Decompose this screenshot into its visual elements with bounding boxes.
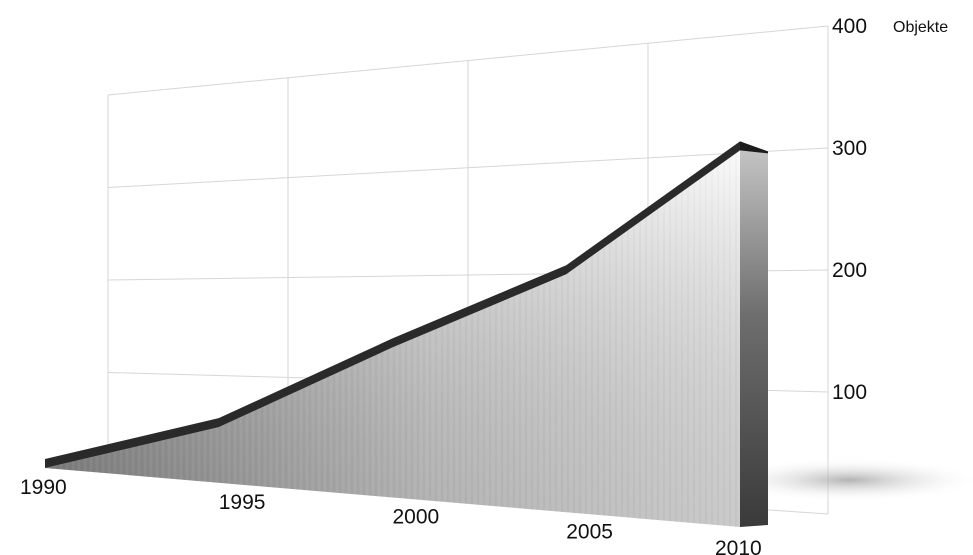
x-tick-label: 1995	[219, 491, 266, 514]
y-tick-label: 200	[832, 259, 867, 282]
area-corner-cap	[740, 141, 768, 154]
floor-shadow	[715, 458, 973, 502]
y-axis-title: Objekte	[893, 19, 948, 36]
grid	[107, 25, 829, 515]
area-side-face	[740, 141, 768, 528]
area-shade	[45, 150, 740, 528]
area-layer	[45, 141, 768, 528]
y-tick-label: 100	[832, 381, 867, 404]
x-tick-label: 2000	[393, 506, 440, 529]
x-tick-label: 1990	[20, 476, 67, 499]
y-tick-label: 300	[832, 137, 867, 160]
x-tick-label: 2005	[566, 520, 613, 543]
y-tick-label: 400	[832, 15, 867, 38]
labels: 100 200 300 400 Objekte 1990 1995 2000 2005 2010	[20, 15, 948, 555]
x-tick-label: 2010	[715, 537, 762, 555]
